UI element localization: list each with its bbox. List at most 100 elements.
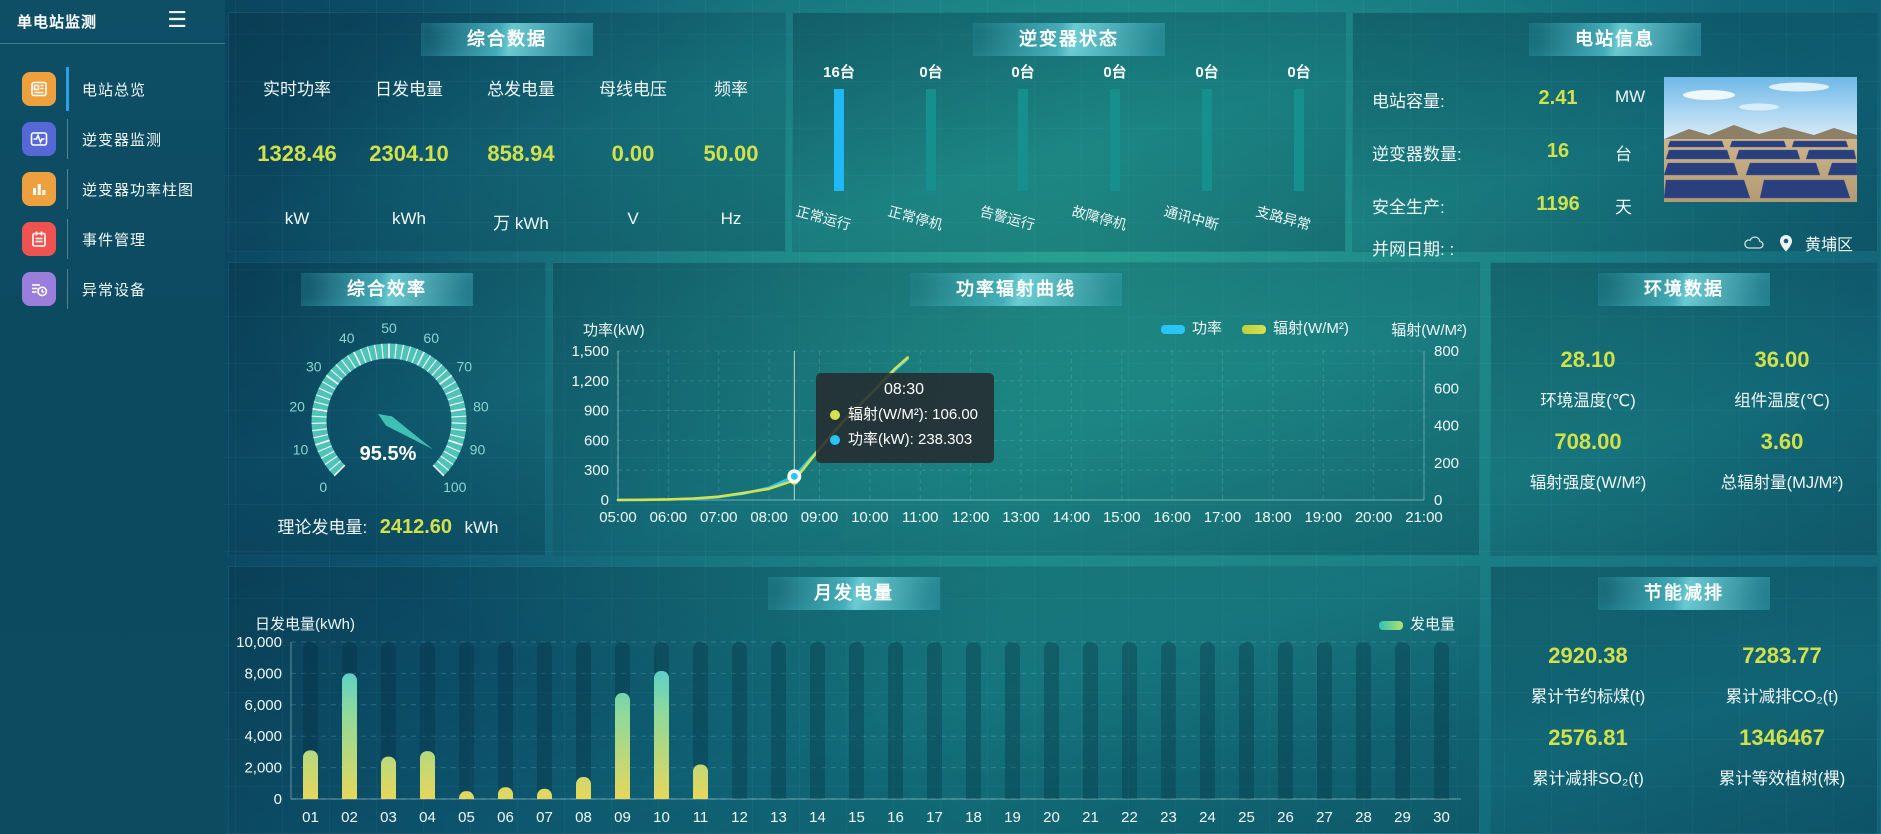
legend-generation[interactable]: 发电量 — [1379, 613, 1455, 634]
sidebar-item-inverter-monitor[interactable]: 逆变器监测 — [0, 114, 225, 164]
svg-text:11: 11 — [693, 809, 709, 826]
svg-text:15:00: 15:00 — [1103, 509, 1141, 526]
saving-coal: 2920.38 累计节约标煤(t) — [1491, 643, 1685, 707]
status-col-fault-stop[interactable]: 0台 故障停机 — [1069, 13, 1161, 253]
status-col-branch-abnormal[interactable]: 0台 支路异常 — [1253, 13, 1345, 253]
metric-value: 858.94 — [487, 141, 555, 166]
svg-text:70: 70 — [456, 358, 472, 374]
svg-text:12:00: 12:00 — [952, 509, 990, 526]
power-dot-icon — [830, 435, 840, 446]
svg-text:24: 24 — [1199, 809, 1216, 826]
metric-unit: kWh — [392, 209, 426, 228]
legend-radiation[interactable]: 辐射(W/M²) — [1242, 317, 1349, 338]
line-chart-legend[interactable]: 功率 辐射(W/M²) — [1161, 317, 1349, 338]
svg-text:400: 400 — [1434, 418, 1459, 435]
bar-axis-title: 日发电量(kWh) — [255, 616, 355, 633]
bar-chart-legend[interactable]: 发电量 — [1379, 613, 1455, 634]
legend-power[interactable]: 功率 — [1161, 317, 1222, 338]
station-row-label: 逆变器数量: — [1372, 145, 1462, 164]
svg-text:08: 08 — [575, 809, 592, 826]
svg-text:06:00: 06:00 — [650, 509, 688, 526]
panel-station-info: 电站信息 电站容量: 2.41 MW 逆变器数量: 16 台 安全生产: 119… — [1352, 12, 1878, 259]
svg-text:16: 16 — [887, 809, 904, 826]
svg-text:30: 30 — [306, 358, 322, 374]
radiation-dot-icon — [830, 410, 840, 421]
item-divider — [66, 67, 69, 111]
svg-text:09:00: 09:00 — [801, 509, 839, 526]
metric-value: 2920.38 — [1548, 643, 1628, 668]
footer-unit: kWh — [464, 518, 499, 537]
svg-text:19: 19 — [1004, 809, 1021, 826]
metric-bus-voltage: 母线电压 0.00 V — [579, 13, 687, 253]
sidebar-item-event-management[interactable]: 事件管理 — [0, 214, 225, 264]
svg-text:29: 29 — [1394, 809, 1411, 826]
inverter-power-bars-icon — [22, 172, 56, 206]
metric-label: 总辐射量(MJ/M²) — [1720, 474, 1844, 492]
station-inverter-count-row: 逆变器数量: 16 台 — [1353, 140, 1663, 164]
metric-label: 母线电压 — [599, 80, 667, 99]
metric-label: 累计减排SO₂(t) — [1532, 770, 1644, 788]
svg-text:06: 06 — [497, 809, 514, 826]
tooltip-power-row: 功率(kW): 238.303 — [830, 428, 978, 453]
plant-overview-icon — [22, 72, 56, 106]
status-count: 0台 — [1011, 64, 1035, 81]
sidebar-item-label: 电站总览 — [82, 82, 147, 99]
status-label: 正常停机 — [886, 202, 945, 233]
location-pin-icon[interactable] — [1779, 234, 1793, 252]
svg-text:900: 900 — [584, 403, 609, 420]
metric-label: 环境温度(℃) — [1540, 392, 1636, 410]
efficiency-gauge[interactable]: 0 10 20 30 40 50 60 70 80 90 100 — [229, 263, 547, 513]
sidebar-item-inverter-power-bars[interactable]: 逆变器功率柱图 — [0, 164, 225, 214]
svg-text:26: 26 — [1277, 809, 1294, 826]
power-radiation-line-chart[interactable]: 05:00 06:00 07:00 08:00 09:00 10:00 11:00 12:00… — [553, 263, 1481, 557]
env-ambient-temp: 28.10 环境温度(℃) — [1491, 347, 1685, 411]
district-label[interactable]: 黄埔区 — [1805, 237, 1854, 254]
svg-text:600: 600 — [584, 432, 609, 449]
monthly-generation-bar-chart[interactable]: 0 2,000 4,000 6,000 8,000 10,000 01 02 03 04 05 06 0… — [229, 567, 1481, 834]
svg-text:4,000: 4,000 — [244, 728, 282, 745]
metric-value: 50.00 — [703, 141, 759, 166]
legend-generation-marker — [1379, 620, 1403, 630]
metric-value: 36.00 — [1754, 347, 1810, 372]
panel-title: 综合效率 — [301, 273, 473, 306]
status-label: 正常运行 — [794, 202, 853, 233]
tooltip-radiation-row: 辐射(W/M²): 106.00 — [830, 403, 978, 428]
sidebar-item-abnormal-device[interactable]: 异常设备 — [0, 264, 225, 314]
sidebar-item-label: 逆变器功率柱图 — [82, 182, 195, 199]
status-count: 0台 — [1195, 64, 1219, 81]
panel-title: 逆变器状态 — [973, 23, 1165, 56]
svg-text:07:00: 07:00 — [700, 509, 738, 526]
svg-text:60: 60 — [423, 330, 439, 346]
svg-text:10: 10 — [293, 442, 309, 458]
status-col-normal-stop[interactable]: 0台 正常停机 — [885, 13, 977, 253]
svg-text:01: 01 — [302, 809, 319, 826]
item-divider — [67, 269, 68, 309]
panel-title: 电站信息 — [1529, 23, 1701, 56]
status-count: 16台 — [823, 64, 855, 81]
right-axis-title: 辐射(W/M²) — [1391, 322, 1467, 339]
station-location: 黄埔区 — [1743, 231, 1853, 255]
metric-label: 组件温度(℃) — [1734, 392, 1830, 410]
item-divider — [67, 169, 68, 209]
abnormal-device-icon — [22, 272, 56, 306]
status-count: 0台 — [1103, 64, 1127, 81]
sidebar-item-plant-overview[interactable]: 电站总览 — [0, 64, 225, 114]
metric-label: 日发电量 — [375, 80, 443, 99]
status-count: 0台 — [1287, 64, 1311, 81]
hamburger-menu-icon[interactable]: ☰ — [167, 7, 187, 32]
status-col-running[interactable]: 16台 正常运行 — [793, 13, 885, 253]
svg-text:15: 15 — [848, 809, 865, 826]
metric-value: 2304.10 — [369, 141, 449, 166]
svg-text:200: 200 — [1434, 455, 1459, 472]
status-label: 通讯中断 — [1162, 202, 1221, 233]
status-col-comm-lost[interactable]: 0台 通讯中断 — [1161, 13, 1253, 253]
metric-value: 28.10 — [1560, 347, 1616, 372]
station-row-unit: 台 — [1615, 145, 1632, 164]
status-bar — [834, 89, 844, 191]
saving-trees: 1346467 累计等效植树(棵) — [1685, 725, 1879, 789]
station-capacity-row: 电站容量: 2.41 MW — [1353, 87, 1663, 111]
station-row-label: 电站容量: — [1372, 92, 1445, 111]
theoretical-generation: 理论发电量: 2412.60 kWh — [229, 513, 547, 539]
svg-text:18:00: 18:00 — [1254, 509, 1292, 526]
status-col-alarm-running[interactable]: 0台 告警运行 — [977, 13, 1069, 253]
